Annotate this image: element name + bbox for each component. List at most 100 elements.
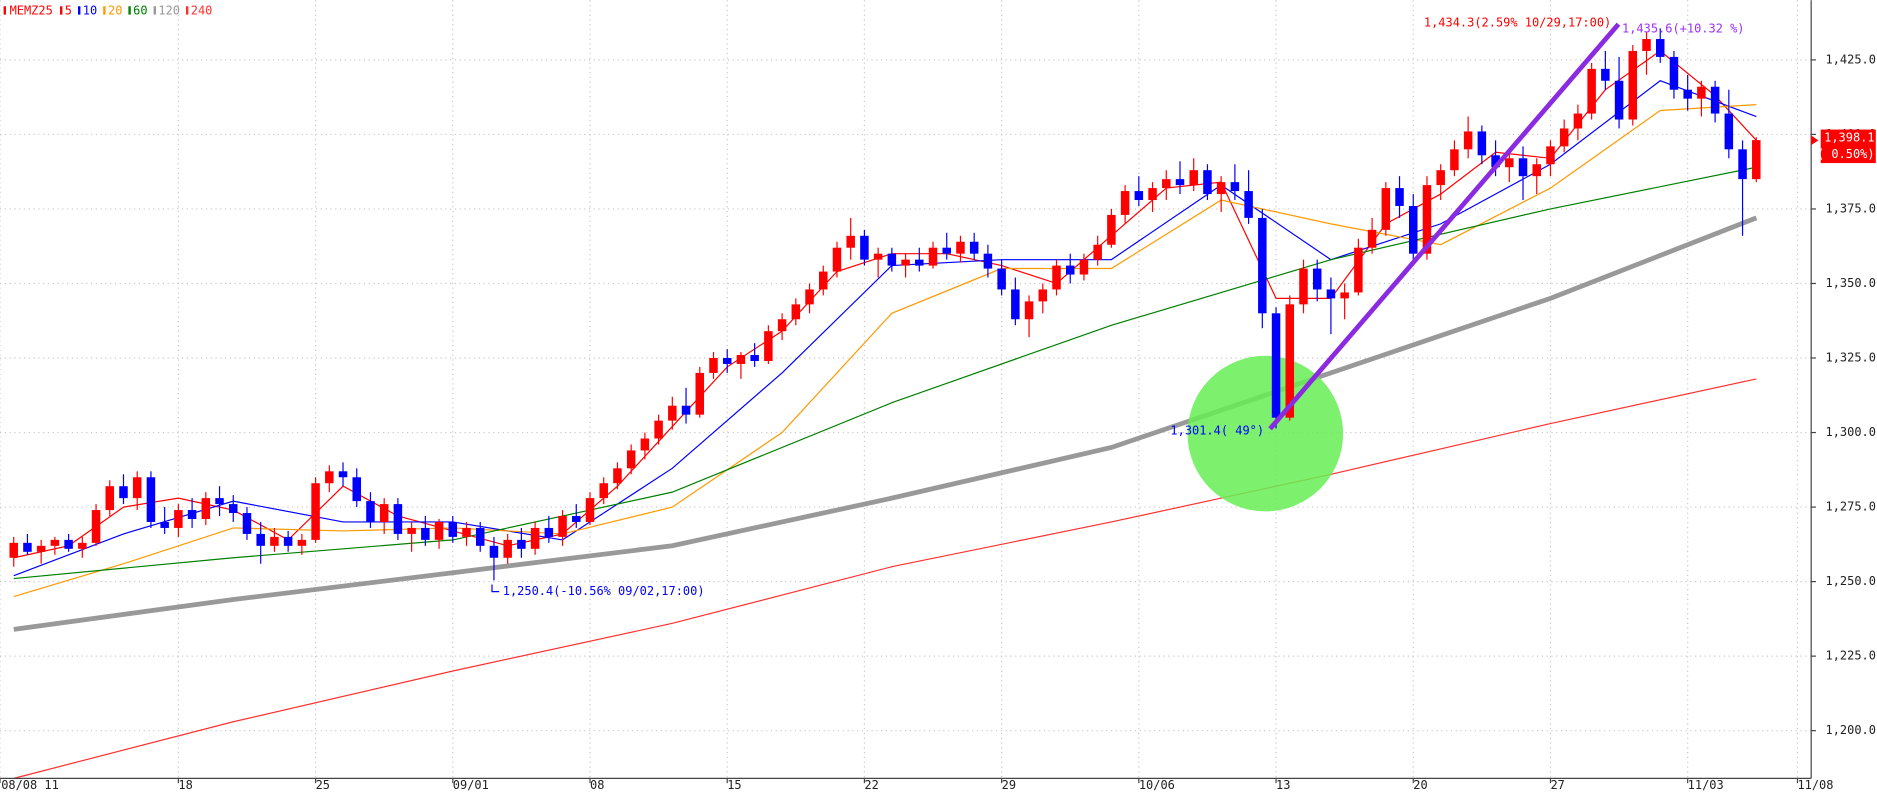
candle-body — [283, 536, 293, 546]
candle-body — [997, 268, 1006, 290]
candle-body — [626, 450, 636, 469]
candle-body — [1697, 86, 1706, 99]
candle-body — [1216, 182, 1226, 195]
candle-body — [1326, 289, 1336, 299]
candle-body — [146, 477, 156, 522]
candle-body — [229, 504, 238, 514]
candle-body — [983, 253, 993, 269]
y-tick-label: 1,375.0 — [1826, 201, 1876, 215]
trend-line — [1268, 22, 1621, 431]
candle-body — [297, 539, 307, 546]
candle-body — [1436, 170, 1445, 186]
candle-body — [1189, 170, 1198, 186]
x-tick-label: 08 — [590, 778, 604, 792]
candle-body — [9, 542, 18, 558]
candle-body — [215, 498, 224, 505]
legend-swatch — [3, 6, 6, 15]
candle-body — [1052, 265, 1061, 290]
candle-body — [1354, 247, 1363, 293]
candle-body — [366, 501, 375, 522]
candle-body — [1148, 188, 1157, 201]
candle-body — [654, 420, 663, 439]
x-tick-label: 09/01 — [453, 778, 489, 792]
candle-body — [1079, 259, 1089, 275]
candle-body — [1532, 164, 1541, 177]
legend-label: 120 — [158, 4, 180, 18]
candle-body — [1340, 292, 1349, 299]
candle-body — [1093, 244, 1102, 260]
ma-line — [13, 215, 1758, 632]
candle-body — [928, 247, 938, 266]
candle-body — [1271, 313, 1281, 418]
candle-body — [1642, 39, 1651, 51]
candle-body — [1614, 80, 1624, 120]
price-tag-price: 1,398.1 — [1824, 130, 1874, 144]
y-tick-label: 1,250.0 — [1826, 574, 1876, 588]
ma-line — [13, 166, 1757, 580]
candle-body — [78, 542, 87, 549]
candle-body — [915, 259, 924, 266]
candle-body — [722, 358, 732, 364]
candle-body — [1299, 268, 1308, 305]
candle-body — [1312, 268, 1322, 290]
candle-body — [1065, 265, 1075, 275]
candle-body — [1491, 155, 1500, 168]
candle-body — [873, 253, 883, 260]
candle-body — [956, 241, 965, 254]
candle-body — [160, 521, 169, 528]
candle-body — [901, 259, 910, 266]
candle-body — [1175, 179, 1185, 186]
candle-body — [530, 527, 540, 549]
candle-body — [942, 247, 951, 254]
legend-label: 60 — [133, 4, 147, 18]
candle-body — [1367, 229, 1377, 248]
x-tick-label: 10/06 — [1139, 778, 1175, 792]
candle-body — [119, 486, 128, 499]
legend-symbol: MEMZ25 — [10, 4, 53, 18]
ma-line — [13, 378, 1757, 779]
candle-body — [434, 521, 444, 540]
candle-body — [1011, 289, 1020, 320]
candle-body — [1601, 68, 1610, 81]
angle-annotation: 1,301.4( 49°) — [1170, 424, 1264, 438]
candle-body — [1683, 89, 1692, 99]
candle-body — [311, 483, 320, 540]
candle-body — [50, 539, 60, 546]
candle-body — [777, 319, 787, 332]
candle-body — [64, 539, 73, 549]
low-marker — [491, 584, 500, 593]
candle-body — [407, 527, 416, 534]
candle-body — [91, 510, 101, 543]
candle-body — [1477, 131, 1487, 156]
legend-label: 20 — [108, 4, 122, 18]
candle-body — [558, 516, 567, 537]
candle-body — [503, 539, 512, 558]
candle-body — [1134, 191, 1144, 201]
x-tick-label: 11/08 — [1797, 778, 1833, 792]
candle-body — [242, 513, 252, 534]
legend-swatch — [128, 6, 131, 15]
candle-body — [1395, 188, 1404, 206]
candle-body — [1738, 149, 1747, 180]
candle-body — [1230, 182, 1240, 192]
candle-body — [764, 331, 773, 361]
x-tick-label: 08/08 11 — [1, 778, 59, 792]
candle-body — [1024, 301, 1034, 320]
legend-label: 240 — [191, 4, 213, 18]
price-tag-change: ( 0.50%) — [1817, 147, 1875, 161]
y-tick-label: 1,325.0 — [1826, 351, 1876, 365]
candle-body — [270, 536, 279, 546]
candle-body — [1107, 214, 1116, 245]
y-tick-label: 1,300.0 — [1826, 425, 1876, 439]
candle-body — [338, 471, 348, 478]
legend-swatch — [103, 6, 106, 15]
price-tag — [1820, 129, 1876, 164]
legend-swatch — [153, 6, 156, 15]
candle-body — [736, 355, 746, 364]
candle-body — [132, 477, 142, 499]
candle-body — [599, 483, 608, 499]
candle-body — [969, 241, 979, 254]
candle-body — [805, 289, 814, 305]
